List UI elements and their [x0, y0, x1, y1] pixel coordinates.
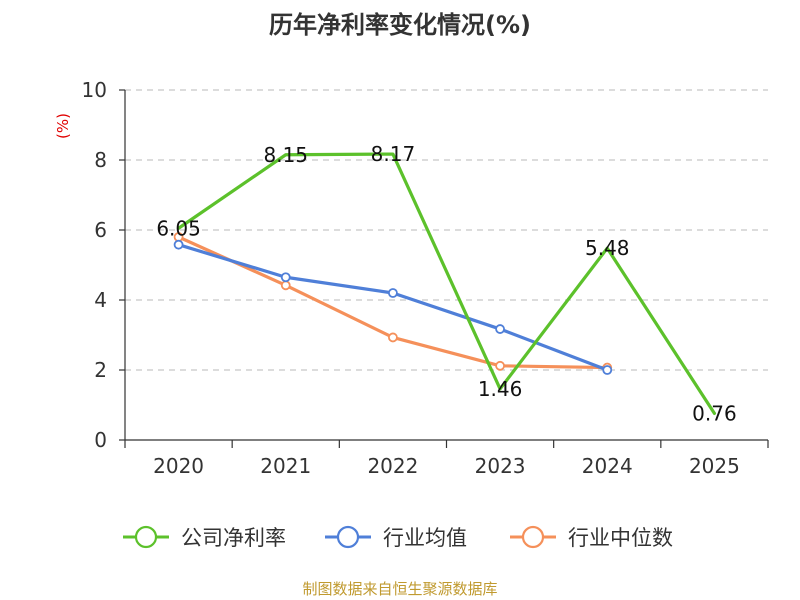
series-line — [176, 152, 717, 415]
axes: 0 2 4 6 8 10 2020 2021 2022 2023 2024 2025 — [82, 78, 769, 478]
x-tick-label: 2024 — [582, 454, 633, 478]
data-point — [388, 288, 398, 298]
data-label: 0.76 — [692, 401, 737, 425]
series-0 — [176, 152, 717, 415]
data-label: 8.17 — [371, 142, 416, 166]
x-tick-label: 2022 — [367, 454, 418, 478]
legend-item-0: 公司净利率 — [123, 525, 286, 550]
y-axis-unit: (%) — [54, 113, 72, 139]
legend-label: 行业中位数 — [568, 526, 673, 550]
legend-item-1: 行业均值 — [325, 525, 467, 550]
legend-swatch-marker — [134, 525, 158, 549]
data-point — [388, 332, 398, 343]
y-tick-label: 0 — [94, 428, 107, 452]
x-tick-label: 2023 — [475, 454, 526, 478]
series-line — [176, 243, 609, 372]
data-point — [173, 239, 184, 250]
legend-label: 行业均值 — [383, 526, 467, 550]
series-layer — [173, 152, 717, 415]
data-point — [495, 360, 505, 371]
legend: 公司净利率 行业均值 行业中位数 — [123, 525, 673, 550]
x-tick-label: 2021 — [260, 454, 311, 478]
data-label: 6.05 — [156, 216, 201, 240]
grid-lines — [125, 89, 768, 371]
series-1 — [173, 239, 613, 375]
y-tick-label: 8 — [94, 148, 107, 172]
y-tick-label: 4 — [94, 288, 107, 312]
legend-swatch-marker — [336, 525, 360, 549]
series-line — [176, 235, 609, 370]
data-point — [280, 280, 291, 291]
data-point — [495, 324, 505, 334]
legend-swatch-marker — [521, 525, 545, 549]
data-labels: 6.05 8.15 8.17 1.46 5.48 0.76 — [156, 142, 736, 425]
data-label: 1.46 — [478, 377, 523, 401]
legend-item-2: 行业中位数 — [510, 525, 673, 550]
data-point — [280, 272, 291, 283]
legend-label: 公司净利率 — [181, 526, 286, 550]
data-label: 8.15 — [263, 143, 308, 167]
y-tick-label: 2 — [94, 358, 107, 382]
data-point — [602, 365, 613, 375]
data-label: 5.48 — [585, 236, 630, 260]
source-note: 制图数据来自恒生聚源数据库 — [302, 580, 497, 598]
y-tick-label: 6 — [94, 218, 107, 242]
chart-title: 历年净利率变化情况(%) — [269, 11, 531, 39]
series-2 — [173, 232, 613, 373]
y-tick-label: 10 — [82, 78, 107, 102]
x-tick-label: 2025 — [689, 454, 740, 478]
x-tick-label: 2020 — [153, 454, 204, 478]
